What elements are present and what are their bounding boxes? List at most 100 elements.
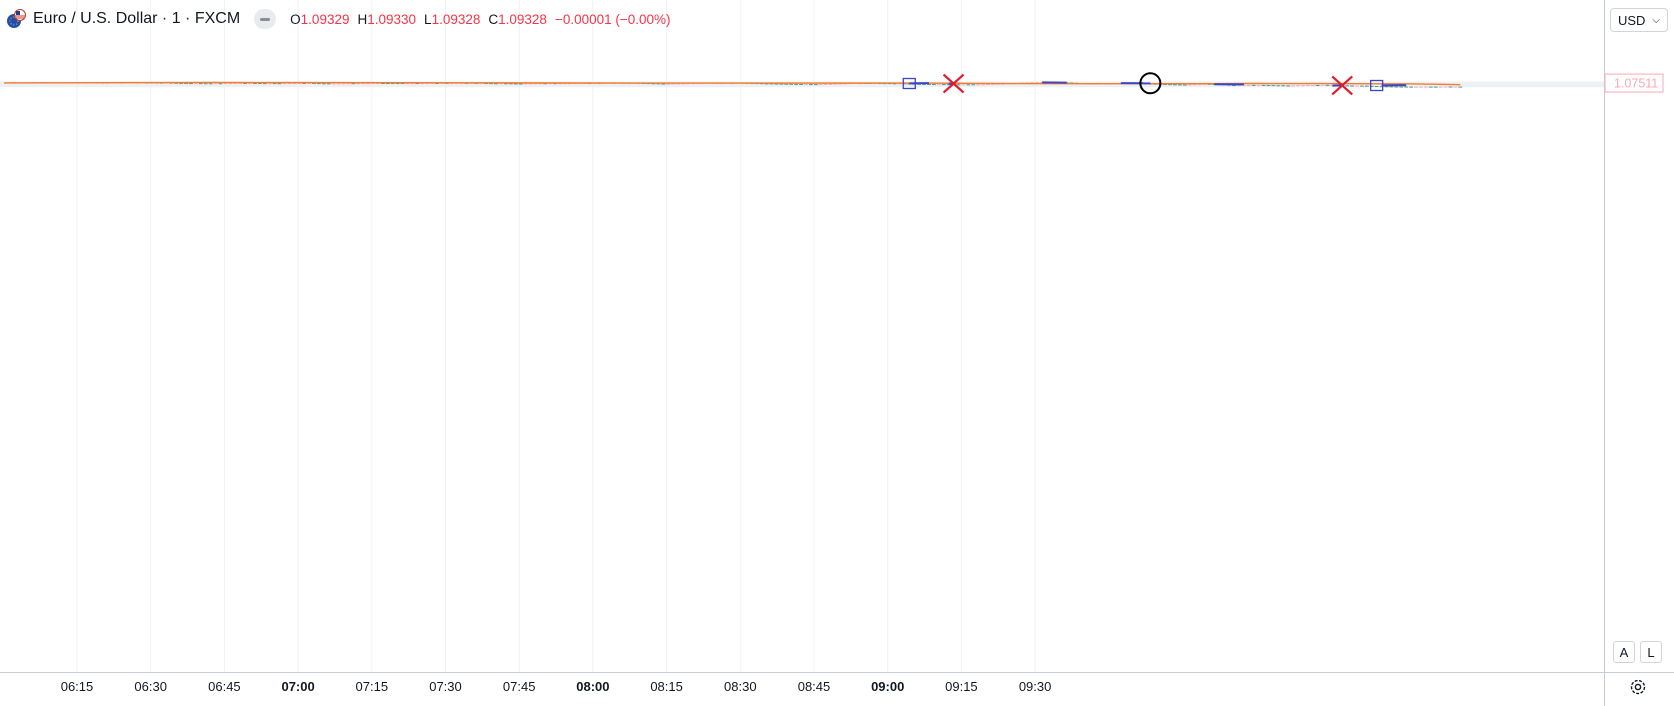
candle-body [425,82,430,84]
close-label: C [488,11,499,27]
candle-body [1433,86,1438,88]
candle-body [1246,84,1251,86]
candle-body [1409,86,1414,88]
candle-body [292,83,297,85]
candle-body [681,83,685,85]
open-value: 1.09329 [300,11,350,27]
candle-body [1419,86,1423,88]
candle-body [813,84,818,86]
candle-body [1177,84,1182,86]
candle-body [656,83,661,85]
candle-body [1197,84,1202,86]
eye-toggle-icon[interactable] [254,9,277,29]
candle-body [307,82,311,84]
candle-body [390,83,395,85]
square-marker [1370,79,1384,92]
currency-selector[interactable]: USD ⌵ [1610,8,1668,32]
candle-body [1030,82,1035,84]
candle-body [184,82,188,84]
chevron-down-icon: ⌵ [1652,14,1660,26]
candle-body [1458,86,1463,88]
candle-body [774,83,779,85]
candle-body [897,83,902,85]
candle-body [518,83,523,85]
candle-body [248,82,252,84]
candle-body [1355,85,1359,87]
candle-body [282,83,287,85]
time-tick-label: 09:00 [871,679,904,694]
candle-body [1286,85,1291,87]
candle-body [238,82,243,84]
candle-body [1168,84,1172,86]
candle-body [302,82,307,84]
candle-body [1399,86,1404,88]
candle-body [784,83,789,85]
change-value: −0.00001 (−0.00%) [554,11,671,27]
candle-body [1320,84,1325,86]
candle-body [676,83,680,85]
auto-scale-button[interactable]: A [1613,641,1635,663]
candle-body [189,83,193,85]
candle-body [341,83,346,85]
time-tick-label: 06:15 [61,679,94,694]
symbol-title[interactable]: Euro / U.S. Dollar · 1 · FXCM [33,10,241,27]
candle-body [1384,86,1389,88]
candle-body [1291,85,1295,87]
time-tick-label: 07:30 [429,679,462,694]
candle-body [1276,85,1281,87]
candle-body [543,83,548,85]
high-label: H [357,11,368,27]
current-price-tag [1604,73,1664,93]
candle-body [976,84,981,86]
candle-body [346,83,351,85]
time-tick-label: 09:30 [1019,679,1052,694]
symbol-legend: Euro / U.S. Dollar · 1 · FXCM O1.09329 H… [6,8,671,30]
candle-body [267,83,272,85]
candle-body [228,83,233,85]
candle-body [986,84,990,86]
candle-body [1364,85,1369,87]
candle-body [799,83,803,85]
candle-body [917,83,922,85]
candle-body [223,83,228,85]
candle-body [213,83,218,85]
candle-body [287,83,292,85]
moving-average-series [3,81,1461,86]
candle-body [508,83,513,85]
candle-body [671,83,676,85]
candle-body [907,83,912,85]
candle-body [764,83,769,85]
open-label: O [290,11,301,27]
cross-marker [942,73,965,94]
candle-body [981,84,985,86]
candle-body [941,84,946,86]
time-tick-label: 09:15 [945,679,978,694]
gear-icon[interactable] [1626,675,1650,699]
candle-body [331,83,336,85]
candle-body [1035,82,1040,84]
candle-body [922,83,926,85]
candle-body [1182,84,1187,86]
candle-body [533,83,538,85]
time-tick-label: 06:30 [134,679,167,694]
close-value: 1.09328 [498,11,547,27]
candle-body [312,82,316,84]
candle-body [528,83,533,85]
candle-body [503,83,508,85]
drawing-annotations[interactable] [902,72,1407,96]
candle-body [794,83,799,85]
candle-body [833,83,838,85]
candle-body [1438,86,1443,88]
circle-marker [1139,72,1162,95]
candle-body [666,83,671,85]
candle-body [415,83,420,85]
log-scale-button[interactable]: L [1640,641,1662,663]
candle-body [376,83,380,85]
candle-body [779,83,784,85]
candle-body [808,84,813,86]
candle-body [1163,84,1168,86]
candle-body [1251,84,1256,86]
time-tick-label: 08:00 [576,679,609,694]
candle-body [1261,84,1266,86]
